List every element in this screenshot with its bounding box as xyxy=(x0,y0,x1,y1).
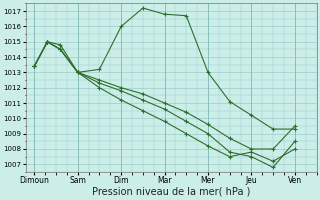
X-axis label: Pression niveau de la mer( hPa ): Pression niveau de la mer( hPa ) xyxy=(92,187,250,197)
